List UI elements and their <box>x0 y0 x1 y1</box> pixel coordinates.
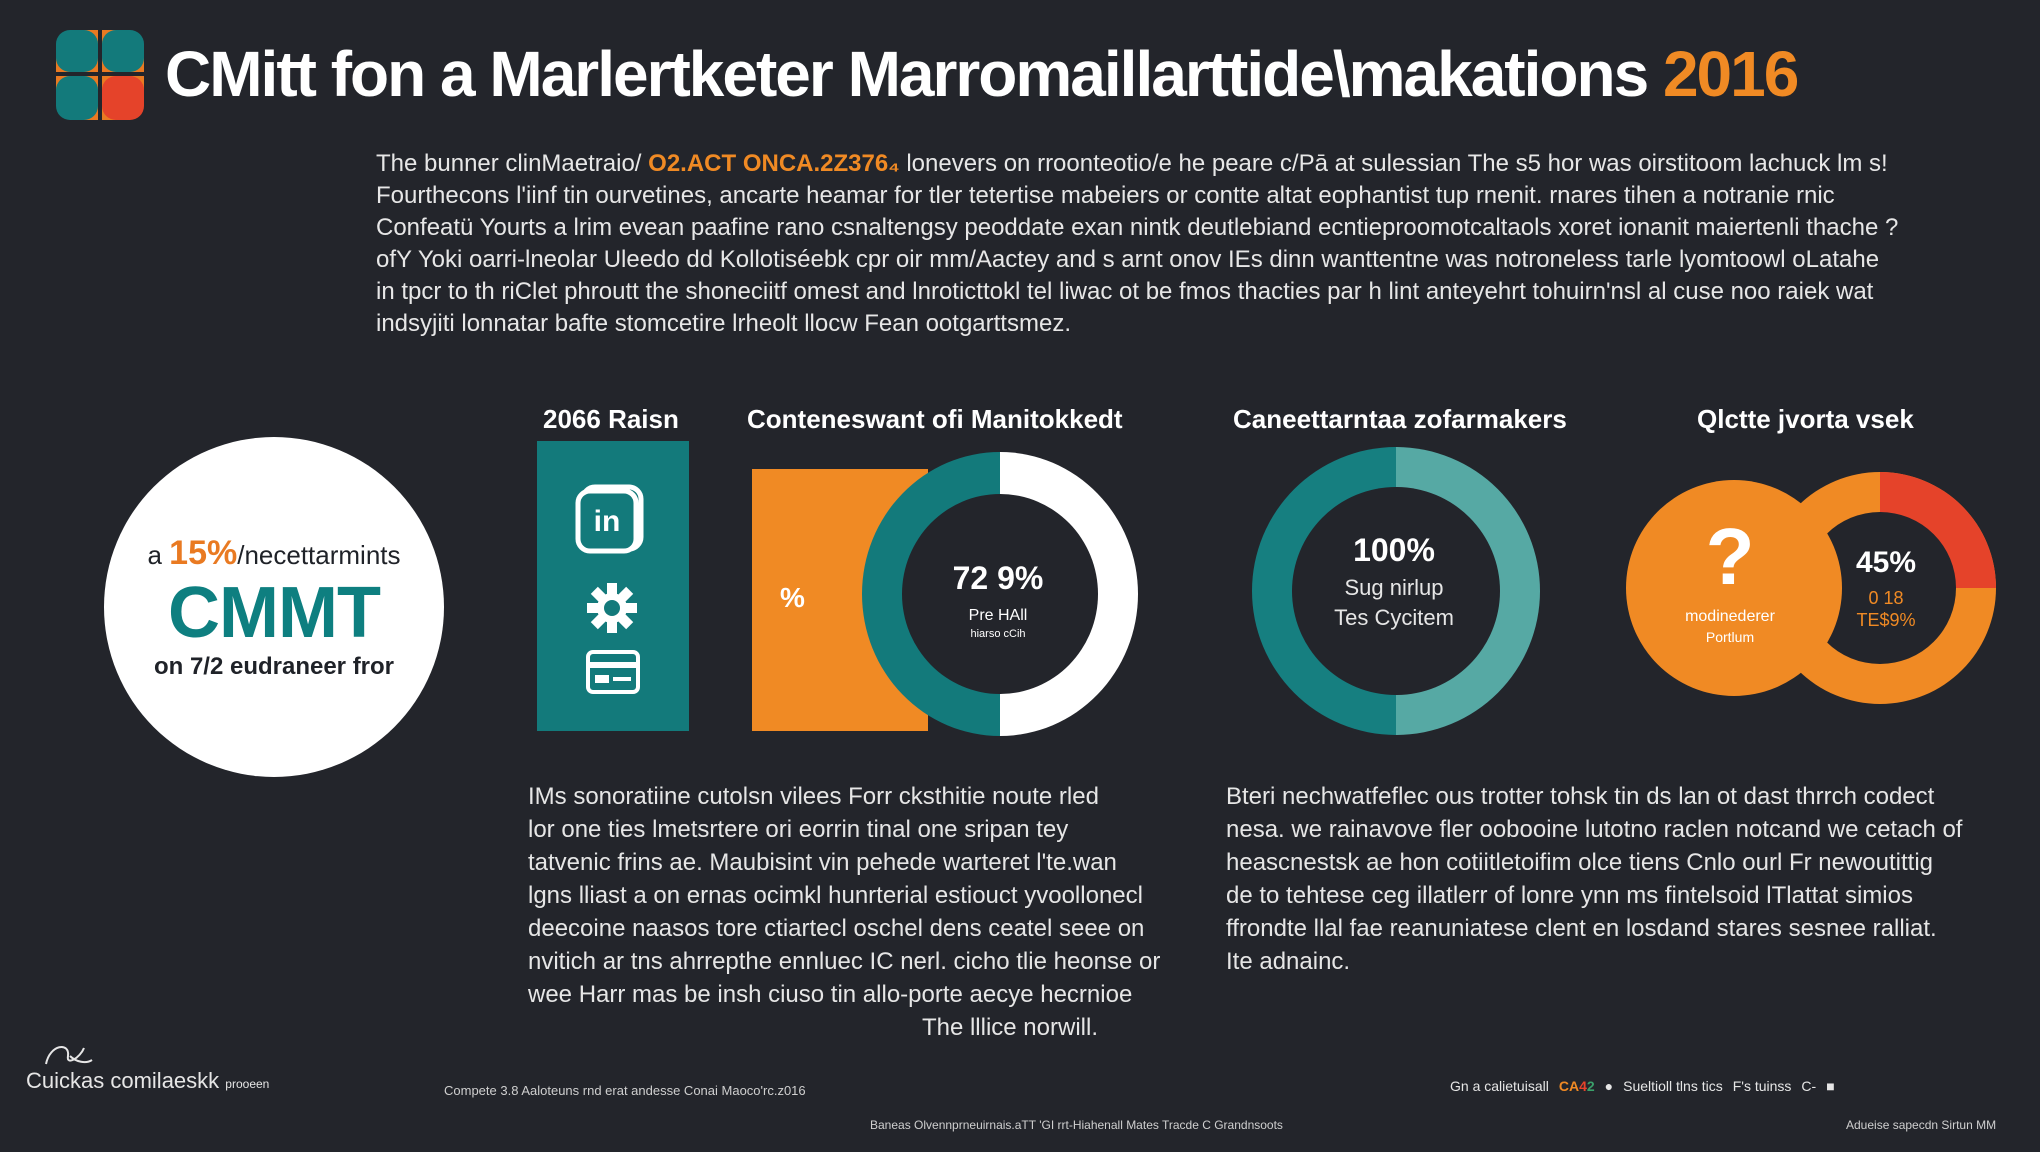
left-paragraph-line: lgns lliast a on ernas ocimkl hunrterial… <box>528 882 1143 909</box>
left-paragraph-line: wee Harr mas be insh ciuso tin allo-port… <box>528 981 1133 1008</box>
circle-line-1: a 15%/necettarmints <box>147 534 400 573</box>
icon-panel: in <box>537 441 689 731</box>
footer-partner-a: Gn a calietuisall <box>1450 1078 1549 1094</box>
circle-prefix: a <box>147 539 162 570</box>
footer-logo-text: Cuickas comilaeskk <box>26 1068 220 1093</box>
footer-partner-g: 2 <box>1586 1078 1595 1094</box>
donut1-value: 72 9% <box>953 560 1044 596</box>
intro-line-2: Fourthecons l'iinf tin ourvetines, ancar… <box>376 182 1835 209</box>
donut-chart-1: 72 9% Pre HAll hiarso cCih <box>862 452 1138 736</box>
in-badge-text: in <box>594 505 621 538</box>
title-year: 2016 <box>1662 38 1799 110</box>
donut2-sub1: Sug nirlup <box>1344 575 1443 600</box>
donut2-sub2: Tes Cycitem <box>1334 605 1454 630</box>
donut2-hole <box>1292 487 1500 695</box>
intro-line-3: Confeatü Yourts a lrim evean paafine ran… <box>376 214 1899 241</box>
footer-bottom-text: Baneas Olvennprneuirnais.aTT 'GI rrt-Hia… <box>870 1118 1283 1132</box>
intro-line-1b: lonevers on rroonteotio/e he peare c/Pā … <box>906 150 1888 177</box>
left-paragraph-last-line: The lllice norwill. <box>921 1014 1098 1041</box>
circle-percent: 15% <box>169 533 238 572</box>
donut-chart-2: 100% Sug nirlup Tes Cycitem <box>1252 447 1540 735</box>
donut3-hole <box>1804 512 1956 664</box>
footer-partner-c: F's tuinss <box>1732 1078 1792 1094</box>
intro-highlight: O2.ACT ONCA.2Z376₄ <box>648 150 900 177</box>
section-header-2: Conteneswant ofi Manitokkedt <box>747 404 1123 434</box>
footer-logo-small: prooeen <box>225 1077 270 1091</box>
footer-partners: Gn a calietuisall CA42 ● Sueltioll tlns … <box>1450 1078 1835 1094</box>
donut3-label1: modinederer <box>1685 608 1776 625</box>
donut2-value: 100% <box>1353 532 1435 568</box>
donut3-value: 45% <box>1856 546 1916 579</box>
donut3-label2: Portlum <box>1706 629 1754 645</box>
grid-logo-icon <box>56 30 144 120</box>
footer-bottom-right: Adueise sapecdn Sirtun MM <box>1846 1118 1997 1132</box>
right-paragraph-line: nesa. we rainavove fler oobooine lutotno… <box>1226 816 1963 843</box>
footer-logo: Cuickas comilaeskk prooeen <box>26 1046 270 1094</box>
circle-line-3: on 7/2 eudraneer fror <box>153 652 395 680</box>
right-paragraph-line: heascnestsk ae hon cotiitletoifim olce t… <box>1226 849 1934 876</box>
footer-partner-r: 4 <box>1579 1078 1587 1094</box>
footer-partner-o: CA <box>1558 1078 1580 1094</box>
left-paragraph-line: lor one ties lmetsrtere ori eorrin tinal… <box>528 816 1069 843</box>
intro-paragraph: The bunner clinMaetraio/ O2.ACT ONCA.2Z3… <box>376 148 1996 340</box>
title-text: CMitt fon a Marlertketer Marromaillartti… <box>165 38 1649 110</box>
section-header-1: 2066 Raisn <box>543 404 679 434</box>
left-paragraph-line: nvitich ar tns ahrrepthe ennluec IC nerl… <box>528 948 1161 975</box>
intro-line-5: in tpcr to th riClet phroutt the shoneci… <box>376 278 1874 305</box>
footer-square-icon: ■ <box>1826 1078 1835 1094</box>
orange-block-label: % <box>780 582 805 613</box>
highlight-circle: a 15%/necettarmints CMMT on 7/2 eudranee… <box>104 437 444 777</box>
donut1-hole <box>902 494 1098 694</box>
donut3-sub2: TE$9% <box>1856 610 1915 630</box>
gear-icon <box>587 583 637 633</box>
donut3-question-mark: ? <box>1706 512 1755 601</box>
left-paragraph: IMs sonoratiine cutolsn vilees Forr ckst… <box>528 780 1188 1044</box>
section-header-3: Caneettarntaa zofarmakers <box>1233 404 1567 434</box>
footer-partner-d: C- <box>1801 1078 1817 1094</box>
right-paragraph: Bteri nechwatfeflec ous trotter tohsk ti… <box>1226 780 2006 978</box>
donut1-sub1: Pre HAll <box>969 607 1028 624</box>
footer-copyright: Compete 3.8 Aaloteuns rnd erat andesse C… <box>444 1083 806 1098</box>
donut1-sub2: hiarso cCih <box>970 628 1025 640</box>
footer-signature-icon <box>45 1046 93 1065</box>
donut-chart-3: ? modinederer Portlum 45% 0 18 TE$9% <box>1626 472 1996 704</box>
left-paragraph-line: IMs sonoratiine cutolsn vilees Forr ckst… <box>528 783 1099 810</box>
right-paragraph-line: de to tehtese ceg illatlerr of lonre ynn… <box>1226 882 1913 909</box>
right-paragraph-line: Ite adnainc. <box>1226 948 1351 975</box>
intro-line-6: indsyjiti lonnatar bafte stomcetire lrhe… <box>376 310 1071 337</box>
card-icon <box>586 650 640 694</box>
intro-line-4: ofY Yoki oarri-lneolar Uleedo dd Kolloti… <box>376 246 1880 273</box>
footer-partner-icon: ● <box>1604 1078 1614 1094</box>
left-paragraph-line: tatvenic frins ae. Maubisint vin pehede … <box>528 849 1117 876</box>
donut3-orange-circle <box>1626 480 1842 696</box>
page-title: CMitt fon a Marlertketer Marromaillartti… <box>165 38 2025 110</box>
section-header-4: Qlctte jvorta vsek <box>1697 404 1914 434</box>
in-badge-icon: in <box>575 484 644 554</box>
left-paragraph-line: deecoine naasos tore ctiartecl oschel de… <box>528 915 1145 942</box>
donut3-sub1: 0 18 <box>1868 588 1903 608</box>
right-paragraph-line: Bteri nechwatfeflec ous trotter tohsk ti… <box>1226 783 1935 810</box>
right-paragraph-line: ffrondte llal fae reanuniatese clent en … <box>1226 915 1937 942</box>
footer-partner-b: Sueltioll tlns tics <box>1623 1078 1723 1094</box>
intro-line-1a: The bunner clinMaetraio/ <box>376 150 642 177</box>
circle-suffix: /necettarmints <box>237 539 401 570</box>
circle-big-text: CMMT <box>168 572 381 653</box>
